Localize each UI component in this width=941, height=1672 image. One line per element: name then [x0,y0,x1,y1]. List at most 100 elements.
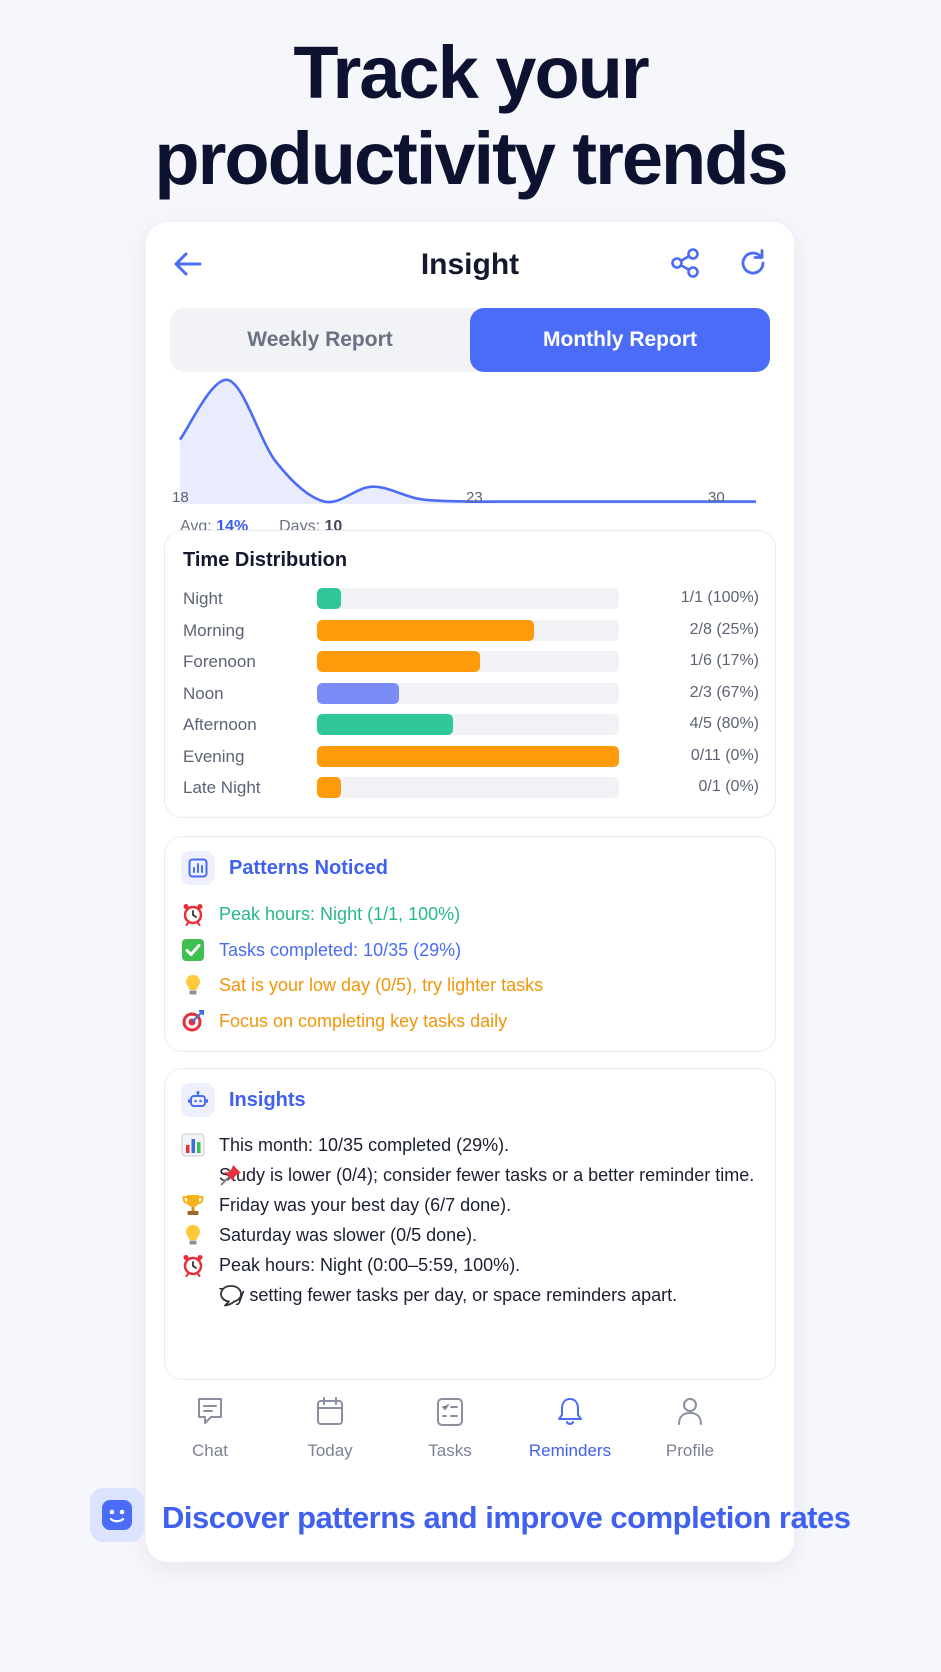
distribution-row: Noon 2/3 (67%) [183,682,759,706]
distribution-bar-fill [317,651,481,672]
insight-item: Peak hours: Night (0:00–5:59, 100%). [181,1251,761,1279]
distribution-bar-track [317,619,619,641]
distribution-row: Forenoon 1/6 (17%) [183,650,759,674]
tab-weekly-report[interactable]: Weekly Report [247,328,393,351]
insights-title: Insights [229,1089,306,1111]
distribution-bar-fill [317,745,619,767]
pattern-text: Tasks completed: 10/35 (29%) [219,939,462,960]
insights-card: Insights This month: 10/35 completed (29… [164,1068,776,1380]
bell-icon [558,1398,582,1425]
user-icon [678,1398,702,1425]
tab-reminders[interactable]: Reminders [510,1390,630,1480]
tab-profile[interactable]: Profile [630,1390,750,1480]
insight-text: Try setting fewer tasks per day, or spac… [219,1285,678,1305]
distribution-value: 2/3 (67%) [689,683,759,701]
trend-line [178,378,756,504]
chat-icon [198,1398,222,1424]
trophy-icon [181,1193,205,1217]
insight-text: This month: 10/35 completed (29%). [219,1135,510,1155]
pattern-item: Focus on completing key tasks daily [181,1008,761,1036]
insight-text: Friday was your best day (6/7 done). [219,1195,512,1215]
robot-icon [181,1083,215,1117]
chart-icon [181,851,215,885]
distribution-bar-track [317,651,619,672]
pushpin-icon [181,1163,241,1187]
tab-chat[interactable]: Chat [150,1390,270,1480]
checklist-icon [437,1398,463,1426]
time-distribution-title: Time Distribution [183,549,348,571]
calendar-icon [317,1397,343,1425]
distribution-bar-track [317,588,619,609]
distribution-label: Afternoon [183,715,257,734]
tab-label: Profile [665,1441,715,1460]
distribution-row: Afternoon 4/5 (80%) [183,713,759,737]
distribution-bar-fill [317,777,342,798]
distribution-label: Evening [183,746,245,766]
robot-face-icon [90,1488,144,1542]
bottom-tab-bar: Chat Today Tasks Reminders [146,1390,794,1480]
insight-item: Friday was your best day (6/7 done). [181,1191,761,1219]
distribution-label: Noon [183,683,224,703]
phone-screen: Insight Weekly Report Monthly Report 18 … [146,222,794,1562]
light-bulb-icon [181,1223,205,1247]
pattern-item: Peak hours: Night (1/1, 100%) [181,901,761,929]
tab-label: Today [307,1441,353,1460]
refresh-icon[interactable] [738,248,768,278]
pattern-text: Focus on completing key tasks daily [219,1010,508,1031]
pattern-text: Peak hours: Night (1/1, 100%) [219,904,461,924]
pattern-item: Tasks completed: 10/35 (29%) [181,937,761,965]
light-bulb-icon [181,973,207,999]
top-bar: Insight [146,222,794,304]
tab-monthly-report[interactable]: Monthly Report [470,308,770,372]
trend-area [180,379,756,504]
distribution-bar-fill [317,682,399,704]
pattern-text: Sat is your low day (0/5), try lighter t… [219,975,544,995]
footer-tagline: Discover patterns and improve completion… [162,1500,851,1535]
distribution-row: Late Night 0/1 (0%) [183,776,759,800]
alarm-clock-icon [181,902,207,928]
insight-item: Study is lower (0/4); consider fewer tas… [181,1161,761,1189]
tab-tasks[interactable]: Tasks [390,1390,510,1480]
insight-item: This month: 10/35 completed (29%). [181,1131,761,1159]
arrow-left-icon[interactable] [172,250,204,278]
x-tick-label: 30 [708,489,725,506]
distribution-label: Night [183,589,223,608]
insight-text: Peak hours: Night (0:00–5:59, 100%). [219,1255,521,1275]
tab-today[interactable]: Today [270,1390,390,1480]
distribution-label: Late Night [183,778,261,797]
x-tick-label: 18 [172,489,189,506]
distribution-value: 4/5 (80%) [689,715,759,732]
speech-bubble-icon [181,1283,242,1307]
bar-chart-icon [181,1133,205,1157]
report-segmented-control: Weekly Report Monthly Report [170,308,770,372]
distribution-value: 1/6 (17%) [689,652,759,669]
tab-label: Tasks [428,1441,472,1460]
distribution-row: Morning 2/8 (25%) [183,619,759,643]
check-mark-icon [181,938,207,964]
x-tick-label: 23 [466,489,483,506]
distribution-value: 2/8 (25%) [689,620,759,638]
tab-label: Reminders [528,1441,612,1460]
tab-label: Chat [192,1441,228,1460]
distribution-bar-fill [317,619,535,641]
insight-text: Saturday was slower (0/5 done). [219,1225,478,1245]
target-icon [181,1009,207,1035]
distribution-row: Night 1/1 (100%) [183,587,759,611]
footer-banner: Discover patterns and improve completion… [90,1488,851,1542]
share-icon[interactable] [670,247,700,279]
distribution-bar-track [317,714,619,735]
patterns-title: Patterns Noticed [229,857,388,879]
distribution-bar-track [317,682,619,704]
distribution-bar-track [317,777,619,798]
distribution-label: Forenoon [183,652,256,671]
distribution-bar-fill [317,714,453,735]
patterns-card: Patterns Noticed Peak hours: Night (1/1,… [164,836,776,1052]
distribution-value: 0/11 (0%) [690,746,759,764]
insight-item: Try setting fewer tasks per day, or spac… [181,1281,761,1309]
distribution-row: Evening 0/11 (0%) [183,745,759,769]
alarm-clock-icon [181,1253,205,1277]
headline: Track your productivity trends [0,30,941,202]
insight-text: Study is lower (0/4); consider fewer tas… [219,1165,755,1185]
headline-line-2: productivity trends [154,117,788,200]
headline-line-1: Track your [293,31,649,114]
